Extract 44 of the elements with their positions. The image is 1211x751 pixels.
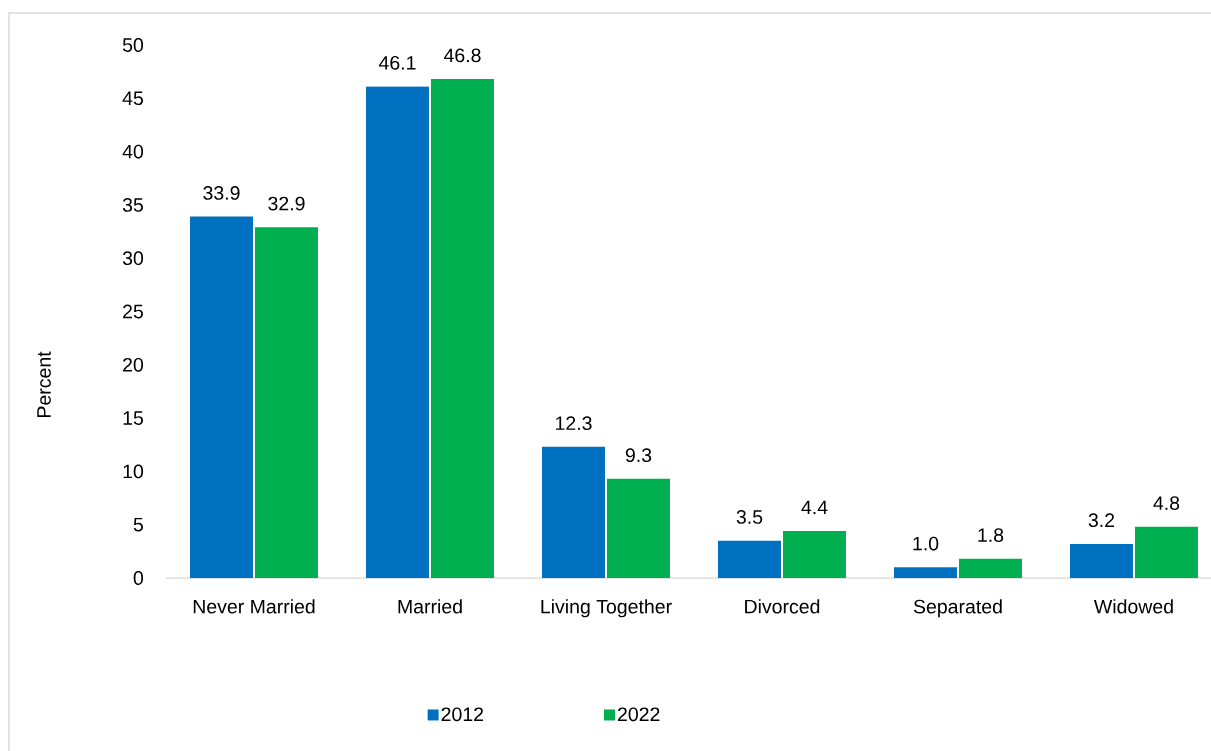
bar [782,531,846,578]
data-label: 3.5 [736,510,763,524]
data-label: 46.8 [443,48,481,63]
data-label: 9.3 [625,448,652,463]
bar [541,446,605,578]
data-label: 1.0 [913,536,939,551]
y-tick-label: 25 [123,304,143,319]
bar [255,227,318,578]
y-tick-label: 40 [122,144,144,159]
data-label: 1.8 [978,528,1004,542]
bar [717,540,781,578]
y-tick-label: 5 [133,517,143,532]
y-tick-label: 0 [133,571,144,585]
bar [606,478,670,578]
data-label: 32.9 [268,196,305,211]
y-tick-label: 50 [122,38,144,52]
x-tick-label: Divorced [745,599,820,614]
data-label: 4.8 [1153,496,1180,511]
y-tick-label: 20 [123,357,144,372]
legend-label: 2012 [441,707,484,722]
legend-label: 2022 [618,707,660,722]
bar [958,558,1022,578]
x-tick-label: Widowed [1093,599,1173,614]
data-label: 33.9 [203,186,240,200]
y-axis-title: Percent [37,351,51,417]
data-label: 12.3 [556,416,592,431]
data-label: 3.2 [1088,513,1115,528]
bar [366,86,429,578]
bar [190,216,253,578]
y-tick-label: 30 [122,251,144,266]
data-label: 46.1 [378,55,416,70]
x-tick-label: Married [398,599,462,614]
y-tick-label: 15 [123,411,143,425]
bar [893,567,957,578]
data-label: 4.4 [801,500,828,515]
bar [431,79,494,578]
bar [1069,543,1133,578]
y-tick-label: 35 [122,197,143,212]
x-tick-label: Never Married [193,599,315,614]
y-tick-label: 10 [123,464,144,479]
x-tick-label: Separated [913,599,1002,618]
bar [1134,526,1198,578]
y-tick-label: 45 [122,91,143,106]
x-tick-label: Living Together [541,599,672,618]
